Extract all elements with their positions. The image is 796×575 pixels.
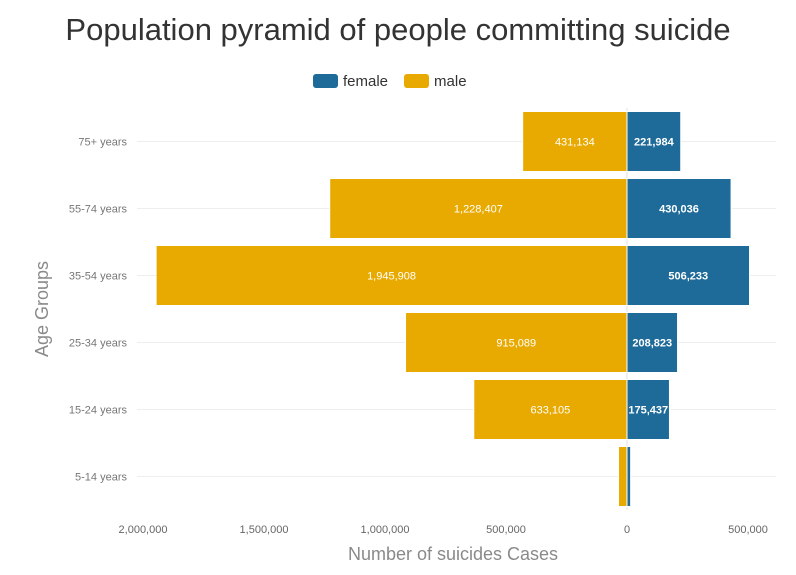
x-tick-label: 1,000,000: [361, 524, 410, 536]
bar-male[interactable]: [618, 446, 628, 507]
chart-title: Population pyramid of people committing …: [65, 12, 731, 47]
legend-swatch-female: [313, 74, 338, 88]
bar-female[interactable]: [626, 245, 751, 306]
data-label-female: 208,823: [632, 338, 672, 350]
legend-swatch-male: [404, 74, 430, 88]
bar-female[interactable]: [626, 379, 670, 440]
x-axis-title: Number of suicides Cases: [348, 544, 558, 564]
x-tick-label: 1,500,000: [240, 524, 289, 536]
x-tick-label: 500,000: [728, 524, 768, 536]
x-tick-label: 500,000: [486, 524, 526, 536]
x-tick-label: 0: [624, 524, 630, 536]
legend-label-male: male: [434, 72, 467, 90]
bar-female[interactable]: [626, 312, 679, 373]
data-label-male: 1,945,908: [367, 271, 416, 283]
y-axis-title: Age Groups: [32, 261, 52, 357]
data-label-female: 430,036: [659, 204, 699, 216]
y-tick-label: 5-14 years: [75, 472, 127, 484]
bar-female[interactable]: [626, 178, 732, 239]
bar-male[interactable]: [473, 379, 628, 440]
data-label-male: 915,089: [496, 338, 536, 350]
bar-male[interactable]: [405, 312, 628, 373]
legend-label-female: female: [343, 72, 389, 90]
bar-female[interactable]: [626, 111, 682, 172]
legend-item-male[interactable]: male: [404, 73, 467, 90]
legend: female male: [313, 70, 483, 92]
y-tick-label: 55-74 years: [69, 204, 128, 216]
data-label-female: 221,984: [634, 137, 675, 149]
data-label-male: 1,228,407: [454, 204, 503, 216]
bar-female[interactable]: [626, 446, 632, 507]
y-tick-label: 15-24 years: [69, 405, 128, 417]
data-label-female: 506,233: [668, 271, 708, 283]
x-tick-label: 2,000,000: [119, 524, 168, 536]
data-label-male: 431,134: [555, 137, 595, 149]
y-tick-label: 75+ years: [78, 137, 127, 149]
legend-item-female[interactable]: female: [313, 73, 388, 90]
data-label-female: 175,437: [628, 405, 668, 417]
y-tick-label: 35-54 years: [69, 271, 128, 283]
y-tick-label: 25-34 years: [69, 338, 128, 350]
data-label-male: 633,105: [531, 405, 571, 417]
